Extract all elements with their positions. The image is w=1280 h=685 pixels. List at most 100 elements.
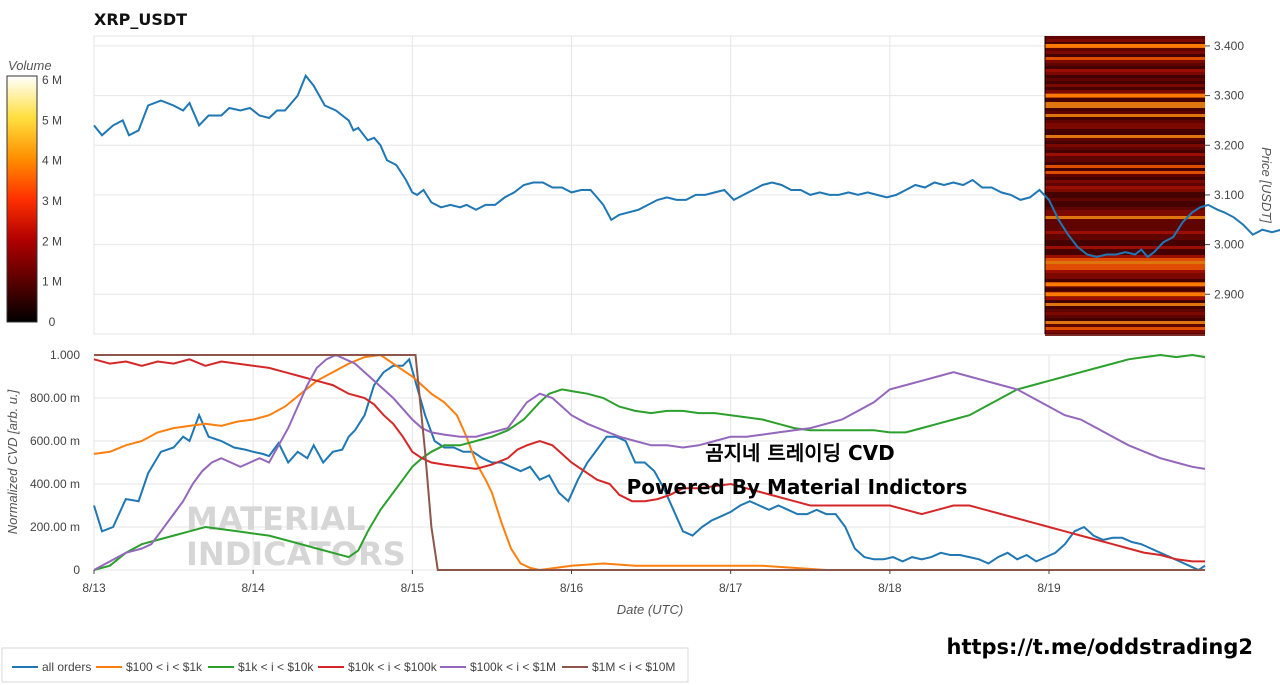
heatmap-band bbox=[1045, 315, 1205, 318]
cvd-x-ticks: 8/13 8/14 8/15 8/16 8/17 8/18 8/19 bbox=[82, 570, 1061, 595]
cvd-y-tick-label: 600.00 m bbox=[30, 434, 80, 448]
heatmap-hot-band bbox=[1045, 43, 1205, 48]
heatmap-band bbox=[1045, 240, 1205, 243]
legend-label: $100k < i < $1M bbox=[470, 660, 556, 674]
overlay-subtitle: Powered By Material Indictors bbox=[627, 475, 968, 499]
heatmap-band bbox=[1045, 162, 1205, 165]
heatmap-band bbox=[1045, 267, 1205, 270]
heatmap-band bbox=[1045, 237, 1205, 240]
price-tick-label: 2.900 bbox=[1214, 287, 1244, 301]
heatmap-band bbox=[1045, 300, 1205, 303]
heatmap-band bbox=[1045, 216, 1205, 219]
heatmap-band bbox=[1045, 171, 1205, 174]
heatmap-band bbox=[1045, 258, 1205, 261]
heatmap-band bbox=[1045, 84, 1205, 87]
cvd-series-line-2 bbox=[93, 353, 1206, 571]
heatmap-band bbox=[1045, 129, 1205, 132]
heatmap-band bbox=[1045, 183, 1205, 186]
cvd-x-tick-label: 8/16 bbox=[560, 581, 584, 595]
heatmap-band bbox=[1045, 318, 1205, 321]
volume-colorbar: Volume 0 1 M 2 M 3 M 4 M 5 M 6 M bbox=[6, 58, 62, 329]
heatmap-band bbox=[1045, 114, 1205, 117]
legend-label: $100 < i < $1k bbox=[126, 660, 203, 674]
heatmap-band bbox=[1045, 273, 1205, 276]
cvd-y-tick-label: 800.00 m bbox=[30, 391, 80, 405]
heatmap-band bbox=[1045, 51, 1205, 54]
heatmap-band bbox=[1045, 180, 1205, 183]
heatmap-band bbox=[1045, 279, 1205, 282]
heatmap-band bbox=[1045, 105, 1205, 108]
heatmap-band bbox=[1045, 54, 1205, 57]
heatmap-band bbox=[1045, 87, 1205, 90]
heatmap-band bbox=[1045, 144, 1205, 147]
price-plot-area bbox=[93, 35, 1206, 335]
heatmap-band bbox=[1045, 57, 1205, 60]
heatmap-band bbox=[1045, 204, 1205, 207]
orderbook-heatmap bbox=[1044, 36, 1205, 336]
cvd-panel: MATERIAL INDICATORS 0 200.00 m 400.00 m 600… bbox=[5, 348, 1206, 617]
watermark-line-2: INDICATORS bbox=[186, 535, 406, 573]
heatmap-band bbox=[1045, 132, 1205, 135]
heatmap-band bbox=[1045, 117, 1205, 120]
heatmap-band bbox=[1045, 234, 1205, 237]
cvd-x-tick-label: 8/18 bbox=[878, 581, 902, 595]
cvd-x-tick-label: 8/19 bbox=[1037, 581, 1061, 595]
heatmap-band bbox=[1045, 90, 1205, 93]
cvd-x-tick-label: 8/13 bbox=[82, 581, 106, 595]
heatmap-band bbox=[1045, 219, 1205, 222]
colorbar-title: Volume bbox=[8, 58, 52, 73]
cvd-y-ticks: 0 200.00 m 400.00 m 600.00 m 800.00 m 1.000 bbox=[30, 348, 80, 577]
heatmap-band bbox=[1045, 189, 1205, 192]
heatmap-band bbox=[1045, 249, 1205, 252]
heatmap-band bbox=[1045, 99, 1205, 102]
heatmap-hot-band bbox=[1045, 93, 1205, 98]
heatmap-band bbox=[1045, 111, 1205, 114]
cvd-y-tick-label: 200.00 m bbox=[30, 520, 80, 534]
colorbar-tick-label: 6 M bbox=[42, 73, 62, 87]
cvd-x-tick-label: 8/14 bbox=[241, 581, 265, 595]
heatmap-hot-band bbox=[1045, 292, 1205, 297]
heatmap-band bbox=[1045, 66, 1205, 69]
legend-label: $10k < i < $100k bbox=[348, 660, 438, 674]
heatmap-band bbox=[1045, 168, 1205, 171]
colorbar-tick-label: 3 M bbox=[42, 194, 62, 208]
price-tick-label: 3.400 bbox=[1214, 39, 1244, 53]
legend-box bbox=[1, 647, 689, 683]
cvd-series-lines bbox=[93, 353, 1206, 572]
colorbar-ticks: 0 1 M 2 M 3 M 4 M 5 M 6 M bbox=[42, 73, 62, 329]
colorbar-gradient bbox=[6, 75, 38, 323]
heatmap-band bbox=[1045, 252, 1205, 255]
heatmap-band bbox=[1045, 228, 1205, 231]
heatmap-band bbox=[1045, 186, 1205, 189]
heatmap-band bbox=[1045, 147, 1205, 150]
legend: all orders $100 < i < $1k $1k < i < $10k $1… bbox=[1, 647, 689, 683]
heatmap-band bbox=[1045, 255, 1205, 258]
heatmap-band bbox=[1045, 81, 1205, 84]
price-tick-label: 3.300 bbox=[1214, 89, 1244, 103]
heatmap-band bbox=[1045, 213, 1205, 216]
heatmap-band bbox=[1045, 75, 1205, 78]
legend-label: all orders bbox=[42, 660, 91, 674]
heatmap-band bbox=[1045, 165, 1205, 168]
heatmap-band bbox=[1045, 108, 1205, 111]
heatmap-band bbox=[1045, 138, 1205, 141]
heatmap-band bbox=[1045, 306, 1205, 309]
heatmap-band bbox=[1045, 156, 1205, 159]
price-grid bbox=[93, 36, 1205, 334]
heatmap-band bbox=[1045, 120, 1205, 123]
colorbar-tick-label: 2 M bbox=[42, 234, 62, 248]
cvd-series-line-5 bbox=[94, 354, 1205, 571]
heatmap-band bbox=[1045, 48, 1205, 51]
heatmap-band bbox=[1045, 288, 1205, 291]
cvd-x-tick-label: 8/17 bbox=[719, 581, 743, 595]
heatmap-band bbox=[1045, 303, 1205, 306]
heatmap-band bbox=[1045, 177, 1205, 180]
heatmap-band bbox=[1045, 333, 1205, 336]
price-tick-label: 3.200 bbox=[1214, 138, 1244, 152]
cvd-series-line-4 bbox=[93, 353, 1206, 571]
heatmap-band bbox=[1045, 210, 1205, 213]
heatmap-band bbox=[1045, 72, 1205, 75]
heatmap-hot-band bbox=[1045, 282, 1205, 287]
heatmap-band bbox=[1045, 78, 1205, 81]
